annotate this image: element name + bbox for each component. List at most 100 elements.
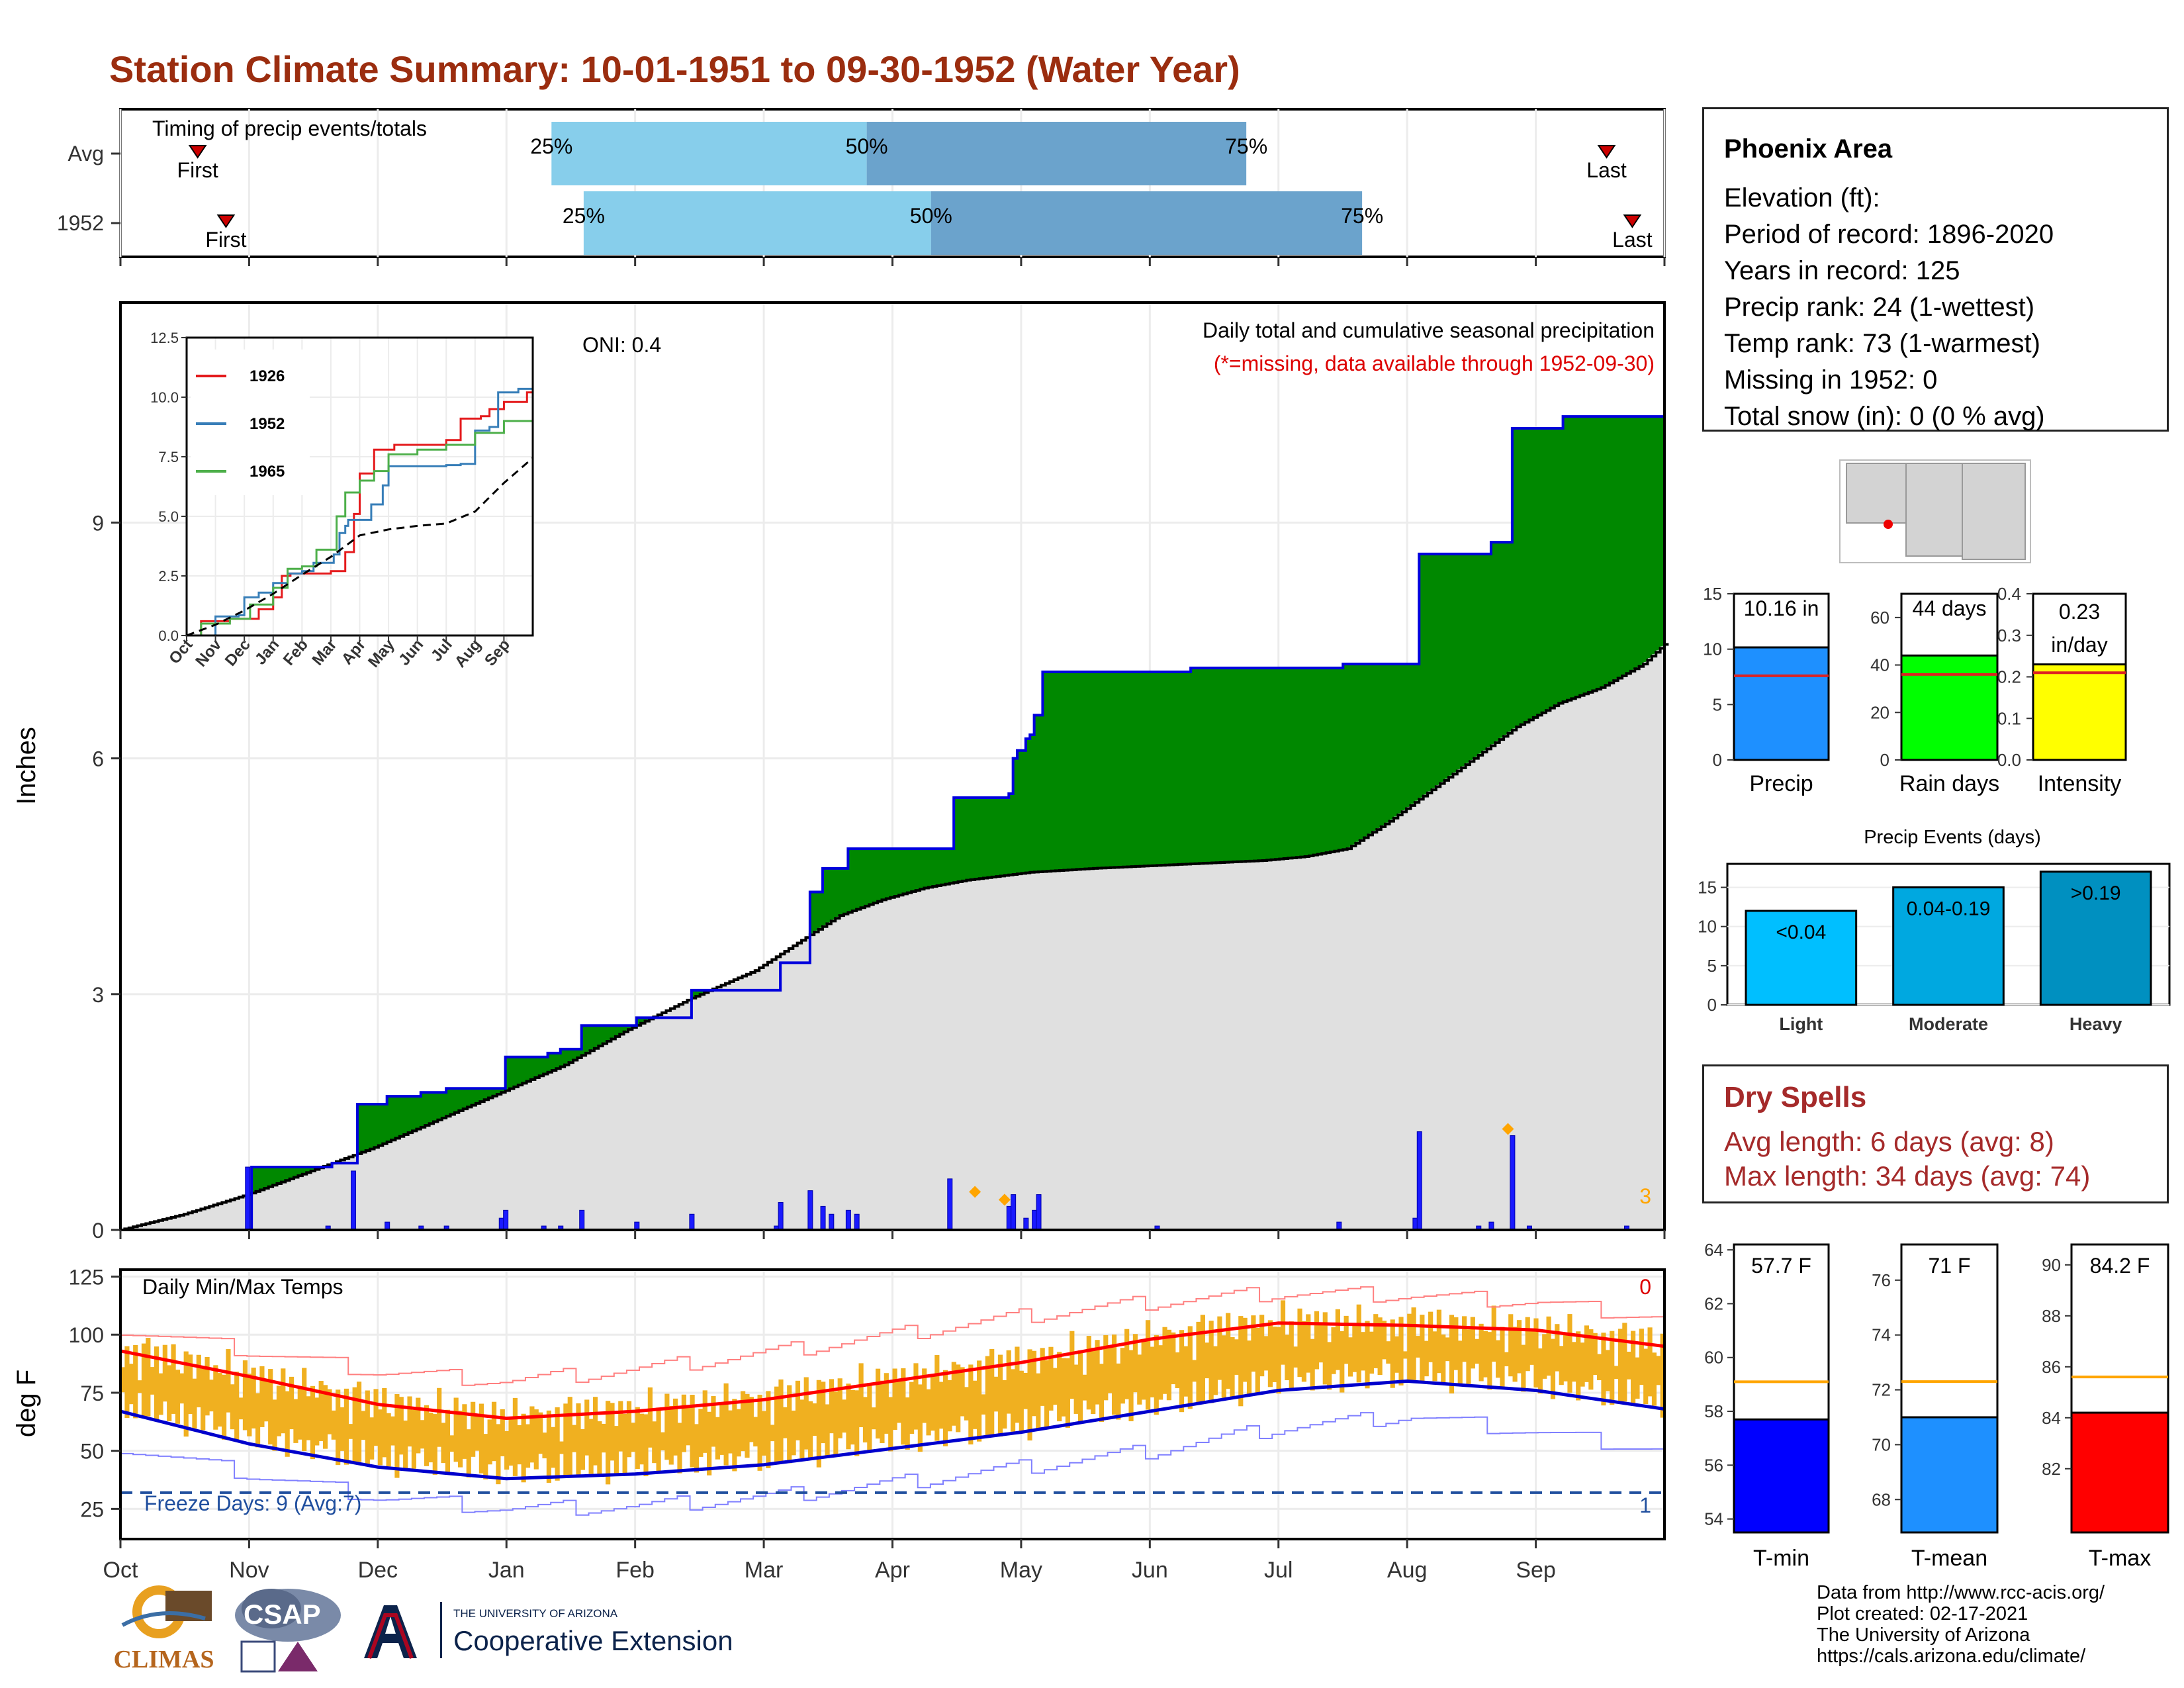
daily-temp-bar (1280, 1300, 1286, 1365)
temp-bar-ytick-label: 68 (1872, 1489, 1891, 1509)
missing-marker-icon (969, 1186, 981, 1198)
above-normal-fill (848, 849, 853, 912)
above-normal-fill (1258, 668, 1263, 861)
inset-legend-label: 1926 (250, 367, 285, 385)
daily-temp-bar (120, 1367, 126, 1393)
above-normal-fill (259, 1167, 265, 1190)
mini-precip-bar (1900, 654, 1999, 761)
temp-bar-ytick-label: 70 (1872, 1434, 1891, 1454)
precip-ytick-label: 9 (92, 511, 104, 535)
above-normal-fill (1617, 416, 1623, 677)
daily-temp-bar (394, 1394, 400, 1478)
daily-temp-bar (1183, 1346, 1189, 1397)
ua-divider (440, 1602, 442, 1658)
mini-bar-label: Precip (1749, 771, 1813, 796)
daily-temp-bar (876, 1368, 881, 1439)
above-normal-fill (1127, 672, 1132, 867)
daily-temp-bar (478, 1403, 484, 1474)
daily-temp-bar (1610, 1331, 1615, 1405)
above-normal-fill (551, 1053, 557, 1070)
mini-ytick-label: 40 (1870, 655, 1889, 675)
daily-temp-bar (1420, 1315, 1425, 1383)
daily-temp-bar (521, 1413, 526, 1483)
info-temp-rank: Temp rank: 73 (1-warmest) (1724, 329, 2040, 358)
above-normal-fill (1220, 668, 1225, 863)
above-normal-fill (915, 849, 921, 890)
credit-line: Plot created: 02-17-2021 (1817, 1603, 2028, 1624)
above-normal-fill (954, 797, 959, 882)
daily-temp-bar (1605, 1350, 1610, 1391)
timing-row-label: Avg (68, 142, 104, 165)
daily-temp-bar (1504, 1352, 1509, 1367)
daily-temp-bar (1150, 1346, 1155, 1397)
daily-temp-bar (403, 1420, 408, 1469)
mini-bar-label: Intensity (2038, 771, 2122, 796)
above-normal-fill (1410, 664, 1416, 804)
daily-temp-bar (850, 1389, 855, 1445)
daily-temp-bar (306, 1396, 311, 1440)
daily-temp-bar (1651, 1352, 1657, 1406)
mini-ytick-label: 5 (1713, 694, 1722, 714)
daily-temp-bar (162, 1344, 167, 1402)
daily-temp-bar (336, 1389, 341, 1466)
daily-temp-bar (1082, 1374, 1087, 1401)
above-normal-fill (522, 1056, 527, 1082)
daily-temp-bar (660, 1432, 666, 1451)
daily-temp-bar (1031, 1350, 1037, 1417)
above-normal-fill (1381, 664, 1386, 825)
precip-subtitle: Daily total and cumulative seasonal prec… (1203, 318, 1655, 342)
above-normal-fill (429, 1092, 434, 1123)
above-normal-fill (1296, 668, 1301, 857)
above-normal-fill (264, 1167, 269, 1188)
mini-ytick-label: 0.3 (1997, 626, 2021, 645)
above-normal-fill (809, 892, 815, 934)
daily-temp-bar (1221, 1335, 1226, 1398)
daily-temp-bar (398, 1397, 404, 1455)
above-normal-fill (1046, 672, 1052, 872)
daily-temp-bar (1208, 1321, 1214, 1403)
daily-temp-bar (837, 1378, 842, 1438)
daily-temp-bar (1576, 1331, 1581, 1401)
events-ytick-label: 10 (1698, 917, 1717, 937)
above-normal-fill (979, 797, 984, 878)
above-normal-fill (467, 1088, 473, 1107)
daily-temp-bar (483, 1434, 488, 1479)
above-normal-fill (480, 1088, 485, 1101)
daily-temp-bar (1019, 1370, 1024, 1431)
daily-temp-bar (563, 1403, 569, 1478)
above-normal-fill (1546, 428, 1551, 710)
above-normal-fill (991, 797, 997, 877)
above-normal-fill (1660, 416, 1665, 647)
above-normal-fill (869, 849, 874, 904)
timing-bar-25-50 (551, 122, 867, 185)
dry-spells-box: Dry Spells Avg length: 6 days (avg: 8) M… (1702, 1064, 2169, 1203)
daily-temp-bar (622, 1413, 627, 1474)
daily-temp-bar (386, 1413, 391, 1467)
above-normal-fill (1051, 672, 1056, 871)
above-normal-fill (1253, 668, 1259, 861)
daily-temp-bar (753, 1417, 758, 1447)
daily-temp-bar (1297, 1308, 1302, 1378)
above-normal-fill (1490, 542, 1496, 745)
daily-temp-bar (1462, 1316, 1467, 1362)
above-normal-fill (1140, 672, 1145, 867)
above-normal-fill (1064, 672, 1069, 870)
daily-temp-bar (1120, 1348, 1125, 1404)
daily-temp-bar (1052, 1368, 1058, 1405)
above-normal-fill (412, 1096, 418, 1131)
above-normal-fill (607, 1025, 612, 1041)
daily-temp-bar (356, 1382, 362, 1462)
daily-temp-bar (964, 1387, 970, 1421)
missing-marker-icon (1502, 1123, 1514, 1135)
daily-temp-bar (631, 1423, 636, 1452)
daily-temp-bar (529, 1406, 535, 1463)
above-normal-fill (1435, 553, 1441, 785)
daily-temp-bar (1588, 1329, 1594, 1390)
above-normal-fill (505, 1056, 510, 1090)
daily-temp-bar (942, 1370, 948, 1446)
precip-subtitle-missing: (*=missing, data available through 1952-… (1214, 352, 1655, 375)
above-normal-fill (899, 849, 904, 895)
above-normal-fill (1385, 664, 1390, 823)
above-normal-fill (590, 1025, 595, 1050)
